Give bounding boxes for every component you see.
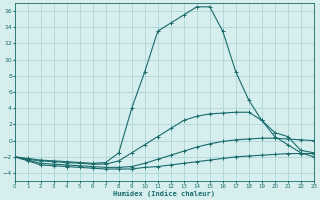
X-axis label: Humidex (Indice chaleur): Humidex (Indice chaleur) bbox=[113, 190, 215, 197]
